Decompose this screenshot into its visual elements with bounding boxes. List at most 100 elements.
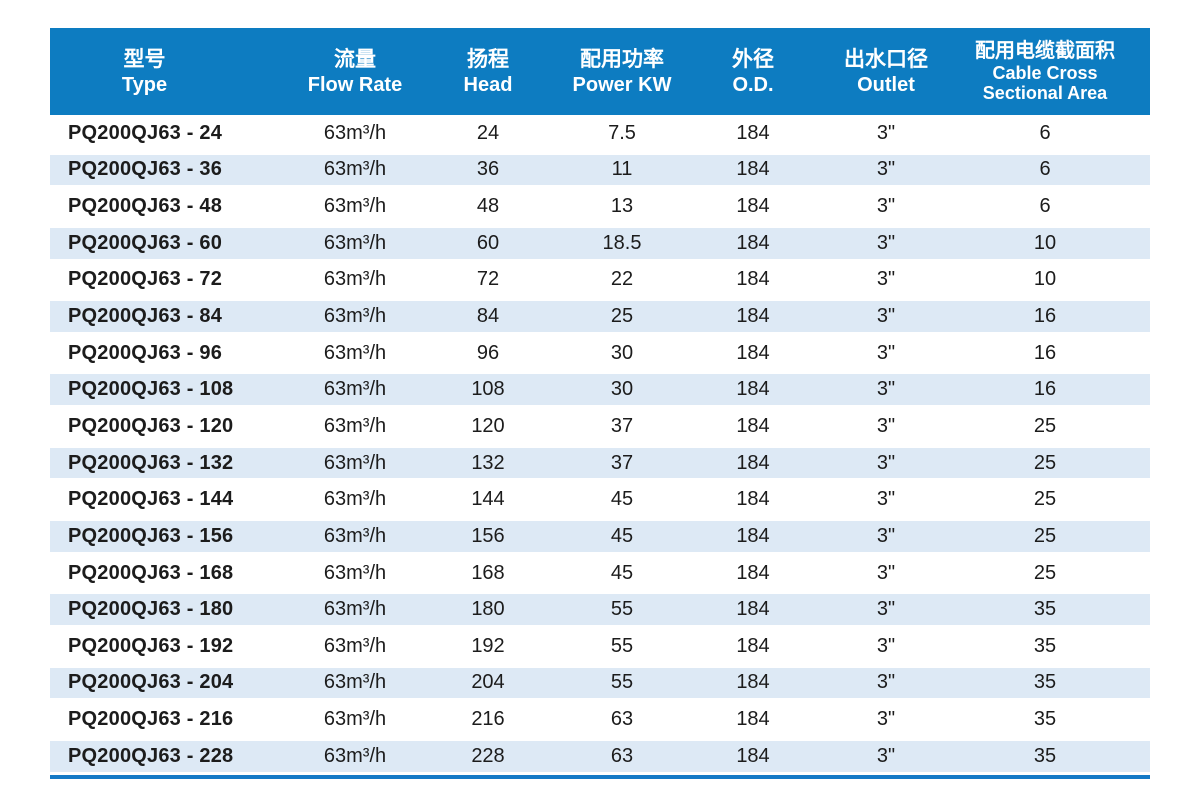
- power-cell: 30: [610, 378, 634, 401]
- flow-rate-cell: 63m³/h: [323, 598, 387, 621]
- flow-rate-cell: 63m³/h: [323, 121, 387, 144]
- cable-area-cell: 25: [1033, 561, 1057, 584]
- flow-rate-cell: 63m³/h: [323, 708, 387, 731]
- power-cell: 63: [610, 744, 634, 767]
- head-cell: 204: [471, 671, 505, 694]
- outlet-cell: 3": [876, 708, 896, 731]
- outlet-cell: 3": [876, 378, 896, 401]
- head-cell: 84: [476, 305, 500, 328]
- model-cell: PQ200QJ63 - 84: [68, 305, 223, 328]
- cable-area-cell: 35: [1033, 634, 1057, 657]
- od-cell: 184: [736, 341, 770, 364]
- table-header: 型号 Type 流量 Flow Rate 扬程 Head 配用功率 Power …: [50, 28, 1150, 115]
- model-cell: PQ200QJ63 - 72: [68, 268, 223, 291]
- power-cell: 13: [610, 195, 634, 218]
- outlet-cell: 3": [876, 341, 896, 364]
- model-cell: PQ200QJ63 - 216: [68, 708, 234, 731]
- head-cell: 180: [471, 598, 505, 621]
- table-row: PQ200QJ63 - 72 63m³/h 72 22 184 3" 10: [50, 261, 1150, 299]
- table-row: PQ200QJ63 - 84 63m³/h 84 25 184 3" 16: [50, 298, 1150, 335]
- cable-area-cell: 6: [1039, 121, 1051, 144]
- od-cell: 184: [736, 195, 770, 218]
- power-cell: 22: [610, 268, 634, 291]
- table-row: PQ200QJ63 - 216 63m³/h 216 63 184 3" 35: [50, 701, 1150, 738]
- power-cell: 55: [610, 598, 634, 621]
- outlet-cell: 3": [876, 671, 896, 694]
- table-row: PQ200QJ63 - 96 63m³/h 96 30 184 3" 16: [50, 334, 1150, 372]
- model-cell: PQ200QJ63 - 24: [68, 121, 223, 144]
- power-cell: 37: [610, 451, 634, 474]
- model-cell: PQ200QJ63 - 120: [68, 414, 234, 437]
- header-power: 配用功率 Power KW: [570, 28, 674, 115]
- outlet-cell: 3": [876, 121, 896, 144]
- header-flow-rate-en: Flow Rate: [307, 73, 403, 96]
- table-row: PQ200QJ63 - 24 63m³/h 24 7.5 184 3" 6: [50, 115, 1150, 152]
- model-cell: PQ200QJ63 - 180: [68, 598, 234, 621]
- outlet-cell: 3": [876, 158, 896, 181]
- power-cell: 25: [610, 305, 634, 328]
- header-flow-rate: 流量 Flow Rate: [304, 28, 406, 115]
- cable-area-cell: 35: [1033, 744, 1057, 767]
- flow-rate-cell: 63m³/h: [323, 451, 387, 474]
- od-cell: 184: [736, 744, 770, 767]
- power-cell: 30: [610, 341, 634, 364]
- table-row: PQ200QJ63 - 156 63m³/h 156 45 184 3" 25: [50, 518, 1150, 555]
- head-cell: 192: [471, 634, 505, 657]
- od-cell: 184: [736, 671, 770, 694]
- model-cell: PQ200QJ63 - 168: [68, 561, 234, 584]
- header-outlet-zh: 出水口径: [844, 47, 928, 71]
- cable-area-cell: 16: [1033, 305, 1057, 328]
- head-cell: 96: [476, 341, 500, 364]
- header-outlet: 出水口径 Outlet: [832, 28, 940, 115]
- cable-area-cell: 10: [1033, 268, 1057, 291]
- flow-rate-cell: 63m³/h: [323, 231, 387, 254]
- cable-area-cell: 25: [1033, 451, 1057, 474]
- table-row: PQ200QJ63 - 204 63m³/h 204 55 184 3" 35: [50, 664, 1150, 702]
- head-cell: 228: [471, 744, 505, 767]
- head-cell: 48: [476, 195, 500, 218]
- table-row: PQ200QJ63 - 168 63m³/h 168 45 184 3" 25: [50, 554, 1150, 592]
- header-cable-area-en2: Sectional Area: [982, 83, 1108, 103]
- head-cell: 36: [476, 158, 500, 181]
- flow-rate-cell: 63m³/h: [323, 561, 387, 584]
- head-cell: 144: [471, 488, 505, 511]
- model-cell: PQ200QJ63 - 36: [68, 158, 223, 181]
- header-od-en: O.D.: [732, 73, 774, 96]
- head-cell: 168: [471, 561, 505, 584]
- power-cell: 45: [610, 524, 634, 547]
- flow-rate-cell: 63m³/h: [323, 414, 387, 437]
- model-cell: PQ200QJ63 - 48: [68, 195, 223, 218]
- flow-rate-cell: 63m³/h: [323, 158, 387, 181]
- flow-rate-cell: 63m³/h: [323, 744, 387, 767]
- outlet-cell: 3": [876, 414, 896, 437]
- od-cell: 184: [736, 121, 770, 144]
- header-type-zh: 型号: [123, 47, 166, 71]
- model-cell: PQ200QJ63 - 132: [68, 451, 234, 474]
- flow-rate-cell: 63m³/h: [323, 305, 387, 328]
- power-cell: 11: [611, 158, 633, 181]
- model-cell: PQ200QJ63 - 96: [68, 341, 223, 364]
- outlet-cell: 3": [876, 195, 896, 218]
- head-cell: 156: [471, 524, 505, 547]
- flow-rate-cell: 63m³/h: [323, 268, 387, 291]
- model-cell: PQ200QJ63 - 192: [68, 634, 234, 657]
- cable-area-cell: 6: [1039, 195, 1051, 218]
- power-cell: 55: [610, 634, 634, 657]
- power-cell: 45: [610, 561, 634, 584]
- cable-area-cell: 25: [1033, 524, 1057, 547]
- outlet-cell: 3": [876, 634, 896, 657]
- table-row: PQ200QJ63 - 228 63m³/h 228 63 184 3" 35: [50, 737, 1150, 775]
- header-flow-rate-zh: 流量: [334, 47, 376, 71]
- table-row: PQ200QJ63 - 48 63m³/h 48 13 184 3" 6: [50, 188, 1150, 225]
- header-type: 型号 Type: [50, 28, 304, 115]
- cable-area-cell: 25: [1033, 414, 1057, 437]
- header-head: 扬程 Head: [406, 28, 570, 115]
- head-cell: 216: [471, 708, 505, 731]
- model-cell: PQ200QJ63 - 108: [68, 378, 234, 401]
- od-cell: 184: [736, 414, 770, 437]
- head-cell: 108: [471, 378, 505, 401]
- model-cell: PQ200QJ63 - 60: [68, 231, 223, 254]
- table-row: PQ200QJ63 - 60 63m³/h 60 18.5 184 3" 10: [50, 224, 1150, 262]
- cable-area-cell: 25: [1033, 488, 1057, 511]
- outlet-cell: 3": [876, 524, 896, 547]
